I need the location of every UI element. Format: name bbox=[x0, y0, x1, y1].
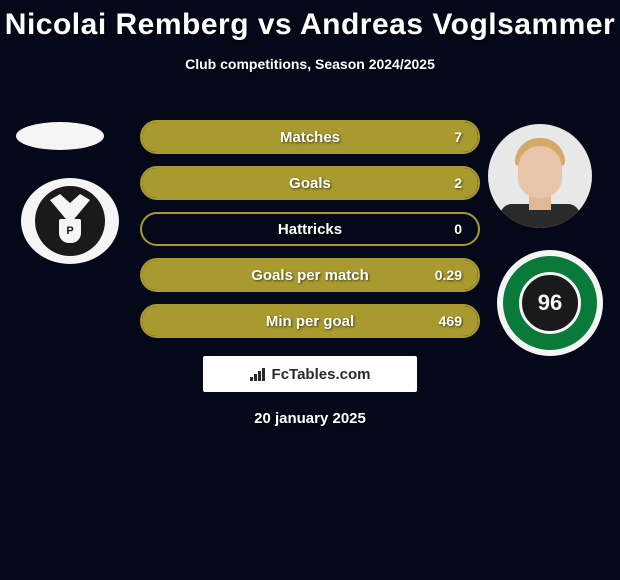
player-right-avatar bbox=[488, 124, 592, 228]
stat-label: Min per goal bbox=[266, 313, 354, 330]
chart-icon bbox=[250, 367, 268, 381]
stat-row: Hattricks 0 bbox=[140, 212, 480, 246]
stat-label: Hattricks bbox=[278, 221, 342, 238]
stat-value-right: 469 bbox=[439, 313, 462, 329]
stat-row: Matches 7 bbox=[140, 120, 480, 154]
attribution-badge: FcTables.com bbox=[203, 356, 417, 392]
team-left-logo: P bbox=[21, 178, 119, 264]
subtitle: Club competitions, Season 2024/2025 bbox=[0, 56, 620, 72]
stat-label: Goals bbox=[289, 175, 331, 192]
team-left-badge-letter: P bbox=[59, 219, 81, 243]
stat-value-right: 2 bbox=[454, 175, 462, 191]
stat-row: Min per goal 469 bbox=[140, 304, 480, 338]
page-title: Nicolai Remberg vs Andreas Voglsammer bbox=[0, 0, 620, 42]
stat-value-right: 0 bbox=[454, 221, 462, 237]
team-right-logo: 96 bbox=[497, 250, 603, 356]
stat-row: Goals per match 0.29 bbox=[140, 258, 480, 292]
stat-value-right: 0.29 bbox=[435, 267, 462, 283]
stat-label: Goals per match bbox=[251, 267, 369, 284]
stat-value-right: 7 bbox=[454, 129, 462, 145]
stat-row: Goals 2 bbox=[140, 166, 480, 200]
attribution-text: FcTables.com bbox=[272, 366, 371, 383]
stats-list: Matches 7 Goals 2 Hattricks 0 Goals per … bbox=[140, 120, 480, 350]
team-right-badge-number: 96 bbox=[519, 272, 581, 334]
player-left-avatar bbox=[16, 122, 104, 150]
stat-label: Matches bbox=[280, 129, 340, 146]
date-label: 20 january 2025 bbox=[0, 410, 620, 427]
